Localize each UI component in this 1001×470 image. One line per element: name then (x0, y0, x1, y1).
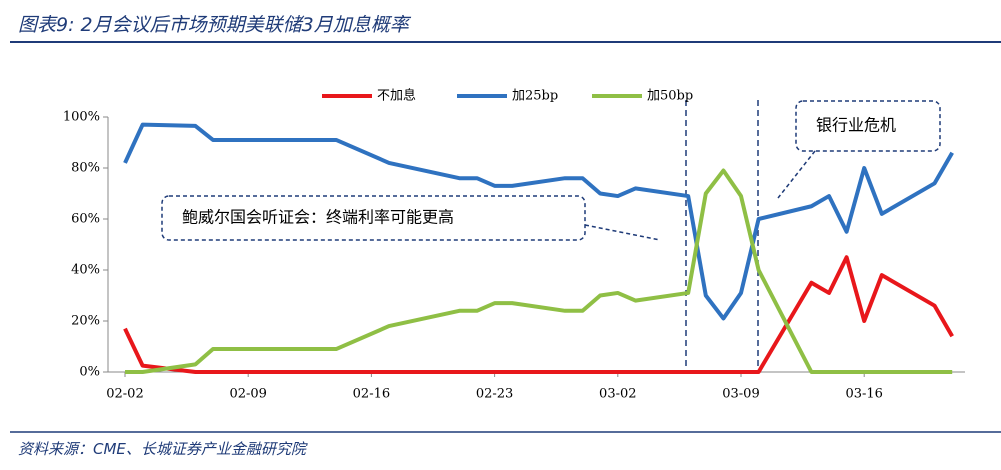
annotation: 鲍威尔国会听证会：终端利率可能更高 (182, 208, 454, 227)
y-tick-label: 20% (71, 314, 100, 329)
y-tick-label: 60% (71, 212, 100, 227)
x-tick-label: 03-02 (599, 387, 636, 402)
series-line (123, 255, 954, 374)
y-tick-label: 40% (71, 263, 100, 278)
x-tick-label: 03-09 (722, 387, 759, 402)
legend-label: 不加息 (377, 88, 416, 104)
series-line (123, 122, 954, 321)
chart-title: 图表9: 2月会议后市场预期美联储3月加息概率 (18, 14, 412, 36)
x-tick-label: 02-09 (229, 387, 266, 402)
annotation: 银行业危机 (816, 116, 896, 135)
series-line (125, 168, 953, 374)
annotation-box (795, 100, 941, 152)
annotation-pointer (777, 150, 816, 199)
legend-label: 加25bp (512, 89, 558, 104)
x-tick-label: 02-16 (353, 387, 390, 402)
y-tick-label: 100% (63, 110, 100, 125)
legend-label: 加50bp (647, 89, 693, 104)
y-tick-label: 80% (71, 161, 100, 176)
x-tick-label: 03-16 (845, 387, 882, 402)
x-tick-label: 02-02 (106, 387, 143, 402)
source: 资料来源：CME、长城证券产业金融研究院 (18, 440, 308, 458)
annotation-pointer (584, 224, 661, 241)
x-tick-label: 02-23 (476, 387, 513, 402)
y-tick-label: 0% (79, 365, 100, 380)
annotation-box (161, 195, 586, 241)
